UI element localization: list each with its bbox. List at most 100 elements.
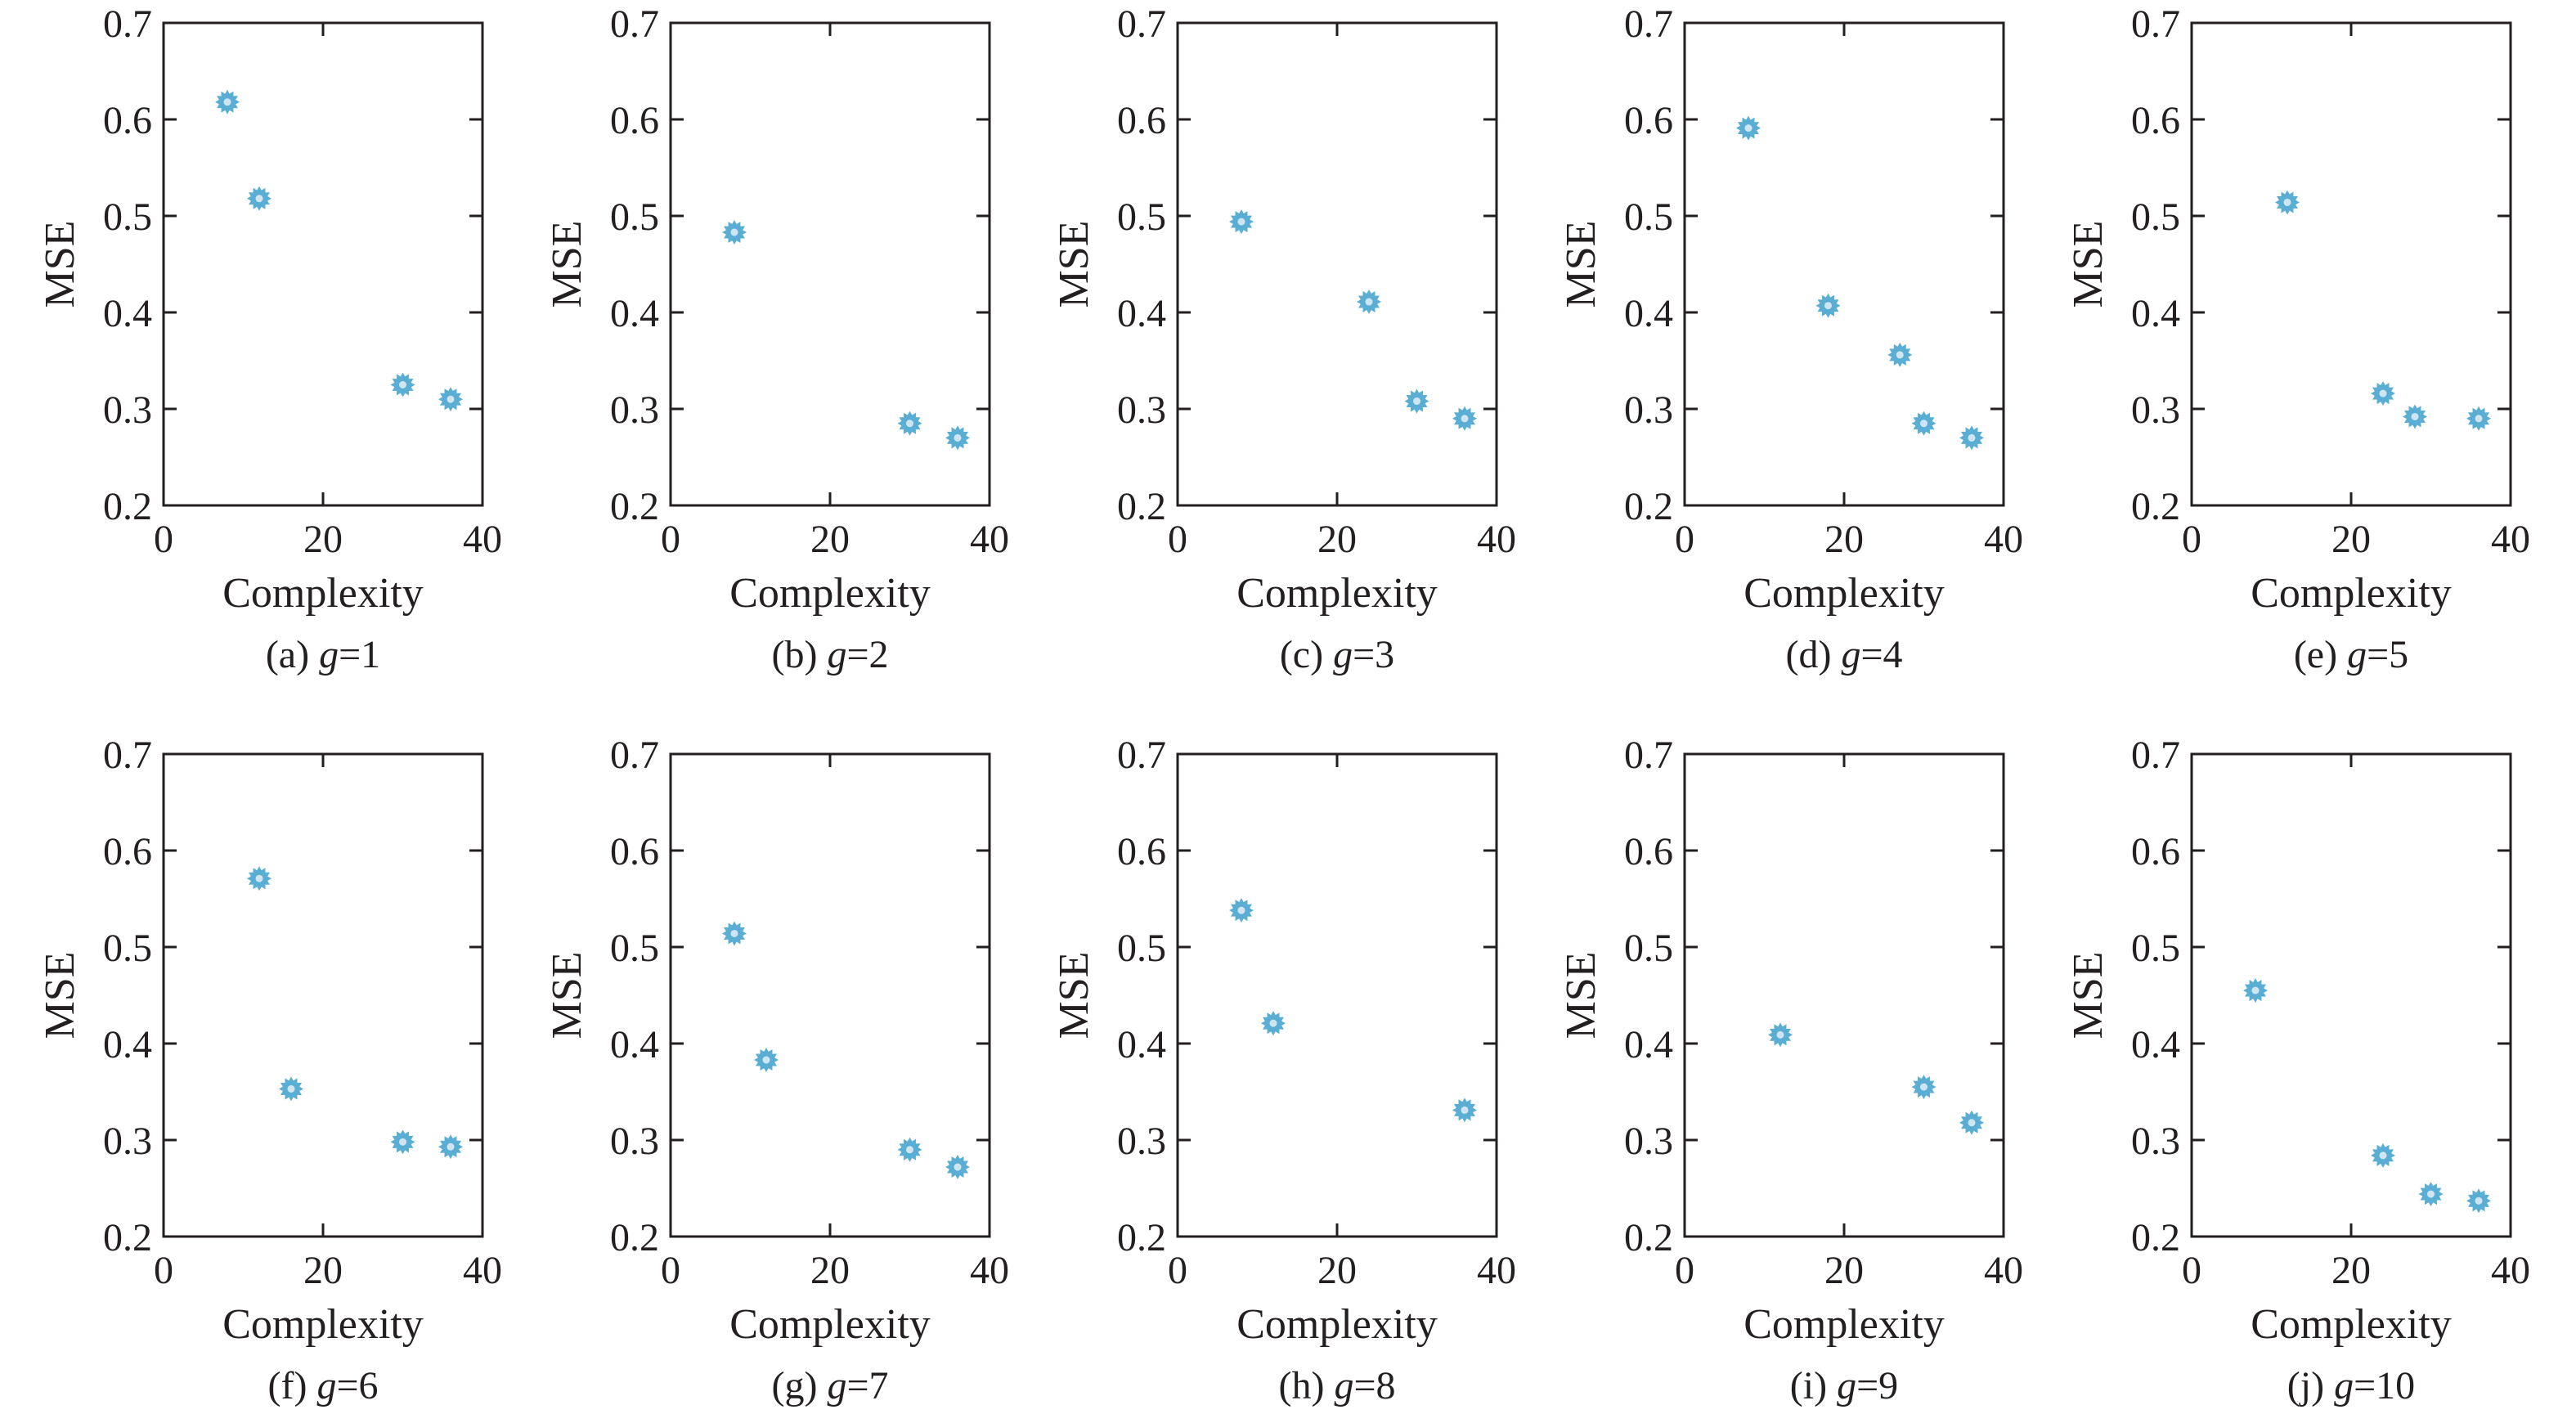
data-point <box>438 387 463 412</box>
x-tick-label: 40 <box>970 1249 1009 1292</box>
y-tick-label: 0.4 <box>103 292 152 335</box>
scatter-panel: 0.2 0.3 0.4 0.5 0.6 0.7 0 20 40 Complexity MSE (d) … <box>1558 2 2023 676</box>
panel-caption: (g) g=7 <box>771 1364 888 1407</box>
x-tick-label: 0 <box>1675 1249 1694 1292</box>
panel-letter: (j) <box>2287 1364 2334 1407</box>
y-tick-label: 0.2 <box>610 485 659 528</box>
x-tick-label: 0 <box>2182 518 2201 561</box>
data-point <box>722 921 747 946</box>
data-point <box>1404 388 1429 414</box>
plot-frame <box>1683 752 2005 1238</box>
parameter-symbol: g <box>316 1364 336 1407</box>
parameter-value: =2 <box>846 633 888 676</box>
y-tick-label: 0.3 <box>610 1120 659 1163</box>
y-tick-label: 0.6 <box>610 830 659 873</box>
data-point <box>1229 209 1254 235</box>
y-tick-label: 0.7 <box>610 2 659 46</box>
y-tick-label: 0.4 <box>103 1023 152 1066</box>
x-tick-label: 40 <box>2491 1249 2530 1292</box>
x-axis-label: Complexity <box>729 1301 931 1348</box>
parameter-symbol: g <box>827 633 846 676</box>
y-tick-label: 0.6 <box>103 99 152 142</box>
scatter-panel: 0.2 0.3 0.4 0.5 0.6 0.7 0 20 40 Complexity MSE (e) … <box>2065 2 2530 676</box>
parameter-value: =4 <box>1860 633 1902 676</box>
x-tick-label: 0 <box>1168 1249 1187 1292</box>
x-tick-label: 0 <box>1675 518 1694 561</box>
plot-frame <box>1176 752 1498 1238</box>
data-point <box>1887 342 1913 367</box>
panel-letter: (e) <box>2294 633 2347 676</box>
y-tick-label: 0.7 <box>1624 2 1673 46</box>
x-axis-label: Complexity <box>1236 570 1438 617</box>
data-point <box>897 411 922 436</box>
scatter-panel: 0.2 0.3 0.4 0.5 0.6 0.7 0 20 40 Complexity MSE (b) … <box>544 2 1009 676</box>
plot-frame <box>1176 21 1498 507</box>
y-tick-label: 0.2 <box>1117 485 1166 528</box>
x-tick-label: 20 <box>303 1249 343 1292</box>
plot-frame <box>669 752 991 1238</box>
panel-caption: (h) g=8 <box>1278 1364 1395 1407</box>
data-point <box>2466 406 2491 431</box>
y-tick-label: 0.4 <box>610 292 659 335</box>
data-point <box>1452 1098 1477 1123</box>
plot-frame <box>162 21 484 507</box>
plot-frame <box>2190 21 2512 507</box>
scatter-panel: 0.2 0.3 0.4 0.5 0.6 0.7 0 20 40 Complexity MSE (g) … <box>544 734 1009 1407</box>
y-tick-label: 0.5 <box>610 195 659 239</box>
data-point <box>279 1076 303 1102</box>
panel-caption: (a) g=1 <box>266 633 380 676</box>
data-point <box>2371 381 2395 406</box>
y-tick-label: 0.6 <box>610 99 659 142</box>
parameter-symbol: g <box>1333 633 1353 676</box>
y-tick-label: 0.5 <box>2131 927 2180 970</box>
y-tick-label: 0.5 <box>1117 195 1166 239</box>
data-point <box>754 1048 779 1073</box>
y-tick-label: 0.2 <box>1117 1216 1166 1259</box>
y-tick-label: 0.3 <box>2131 1120 2180 1163</box>
y-tick-label: 0.6 <box>2131 830 2180 873</box>
data-point <box>2275 190 2300 215</box>
x-axis-label: Complexity <box>2251 570 2452 617</box>
panel-letter: (c) <box>1280 633 1333 676</box>
parameter-symbol: g <box>827 1364 846 1407</box>
x-tick-label: 20 <box>810 1249 850 1292</box>
x-tick-label: 40 <box>1984 518 2023 561</box>
panel-letter: (d) <box>1785 633 1841 676</box>
data-point <box>2371 1142 2395 1168</box>
y-tick-label: 0.7 <box>1117 2 1166 46</box>
panel-caption: (d) g=4 <box>1785 633 1902 676</box>
y-tick-label: 0.5 <box>103 927 152 970</box>
panel-caption: (j) g=10 <box>2287 1364 2415 1407</box>
y-axis-label: MSE <box>1051 221 1097 308</box>
y-tick-label: 0.3 <box>610 388 659 432</box>
y-tick-label: 0.6 <box>1624 830 1673 873</box>
data-point <box>2418 1182 2444 1207</box>
data-point <box>2243 978 2268 1003</box>
scatter-panel: 0.2 0.3 0.4 0.5 0.6 0.7 0 20 40 Complexity MSE (i) … <box>1558 734 2023 1407</box>
y-axis-label: MSE <box>544 952 590 1039</box>
x-tick-label: 40 <box>2491 518 2530 561</box>
x-axis-label: Complexity <box>1236 1301 1438 1348</box>
y-tick-label: 0.6 <box>2131 99 2180 142</box>
y-tick-label: 0.3 <box>103 1120 152 1163</box>
y-tick-label: 0.2 <box>2131 1216 2180 1259</box>
data-point <box>1261 1011 1286 1036</box>
data-point <box>1357 290 1381 315</box>
panel-letter: (f) <box>267 1364 316 1407</box>
y-tick-label: 0.4 <box>1624 292 1673 335</box>
x-axis-label: Complexity <box>1744 1301 1945 1348</box>
x-tick-label: 0 <box>154 518 173 561</box>
parameter-value: =1 <box>339 633 380 676</box>
data-point <box>945 425 970 451</box>
panel-caption: (f) g=6 <box>267 1364 378 1407</box>
y-tick-label: 0.3 <box>1117 1120 1166 1163</box>
parameter-value: =8 <box>1353 1364 1395 1407</box>
x-axis-label: Complexity <box>1744 570 1945 617</box>
plot-frame <box>1683 21 2005 507</box>
scatter-panel: 0.2 0.3 0.4 0.5 0.6 0.7 0 20 40 Complexity MSE (c) … <box>1051 2 1516 676</box>
parameter-value: =9 <box>1856 1364 1898 1407</box>
x-tick-label: 20 <box>1824 518 1864 561</box>
x-tick-label: 20 <box>1824 1249 1864 1292</box>
x-tick-label: 0 <box>661 1249 680 1292</box>
y-tick-label: 0.2 <box>103 485 152 528</box>
